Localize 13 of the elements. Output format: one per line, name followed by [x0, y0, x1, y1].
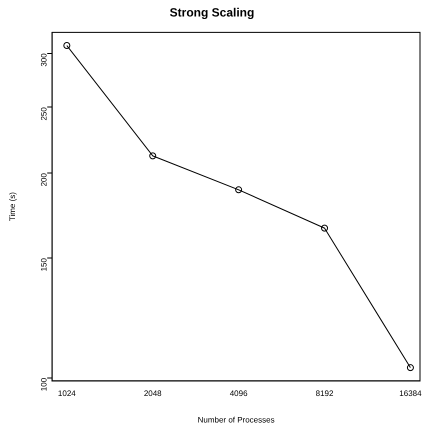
- y-tick-label: 200: [39, 172, 48, 186]
- chart-title: Strong Scaling: [170, 6, 254, 20]
- y-tick-label: 100: [39, 377, 48, 392]
- x-axis-title: Number of Processes: [198, 415, 275, 424]
- x-tick-label: 4096: [230, 388, 248, 398]
- x-tick-label: 2048: [144, 388, 162, 398]
- x-tick-label: 1024: [58, 388, 76, 398]
- y-tick-label: 250: [39, 106, 48, 121]
- y-tick-label: 300: [39, 52, 48, 67]
- y-axis-title: Time (s): [8, 192, 18, 222]
- y-tick-label: 150: [39, 258, 48, 272]
- x-tick-label: 16384: [399, 388, 422, 398]
- x-tick-label: 8192: [316, 388, 334, 398]
